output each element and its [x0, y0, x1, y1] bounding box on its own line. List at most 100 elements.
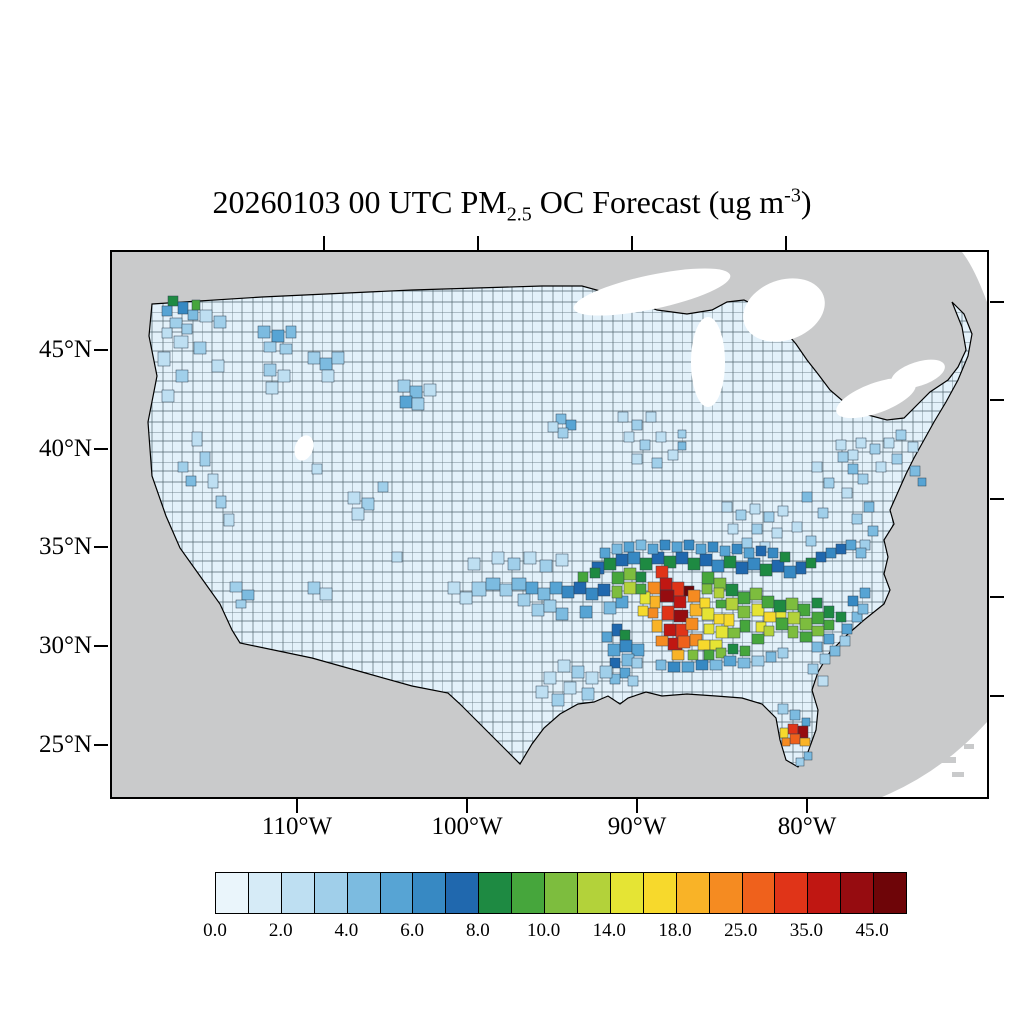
colorbar-segment [545, 873, 578, 913]
title-text-3: ) [800, 184, 812, 220]
colorbar-tick-label: 2.0 [268, 920, 293, 941]
county-cell [215, 495, 227, 509]
county-cell [655, 565, 669, 579]
county-cell [191, 299, 201, 311]
county-cell [841, 623, 853, 635]
colorbar-segment [742, 873, 776, 913]
county-cell [847, 463, 859, 475]
county-cell [635, 571, 647, 583]
county-cell [805, 557, 817, 569]
colorbar-segment [413, 873, 447, 913]
county-cell [655, 659, 667, 671]
county-cell [737, 605, 751, 619]
county-cell [285, 325, 297, 339]
bahamas-islands [940, 744, 974, 777]
county-cell [677, 441, 687, 451]
county-cell [651, 619, 663, 633]
county-cell [895, 429, 907, 441]
lat-tick-left [94, 645, 108, 647]
county-cell [737, 591, 751, 605]
county-cell [307, 581, 321, 595]
lat-tick-right [990, 498, 1004, 500]
county-cell [321, 369, 335, 383]
county-cell [675, 551, 689, 565]
county-cell [499, 583, 513, 597]
colorbar-tick-label: 6.0 [400, 920, 425, 941]
colorbar-segment [610, 873, 644, 913]
county-cell [307, 351, 321, 365]
county-cell [523, 551, 537, 565]
colorbar-segment [709, 873, 743, 913]
county-cell [725, 597, 739, 611]
county-cell [573, 581, 587, 595]
county-cell [539, 559, 553, 573]
great-salt-lake [294, 435, 314, 461]
county-cell [835, 543, 847, 555]
county-cell [177, 461, 189, 473]
county-cell [511, 577, 527, 591]
colorbar-segment [874, 873, 907, 913]
county-cell [619, 629, 631, 641]
county-cell [279, 343, 293, 355]
county-cell [751, 655, 765, 667]
county-cell [779, 727, 789, 739]
county-cell [811, 625, 825, 637]
county-cell [799, 617, 813, 631]
county-cell [781, 737, 791, 747]
lake-superior [573, 268, 731, 316]
county-cell [677, 635, 691, 649]
county-cell [687, 557, 701, 571]
county-cell [635, 539, 647, 551]
county-cell [491, 551, 505, 565]
county-cell [777, 647, 789, 659]
county-cell [563, 681, 577, 695]
county-cell [791, 521, 803, 533]
title-superscript: -3 [784, 184, 801, 207]
county-cell [789, 733, 801, 745]
colorbar-tick-label: 14.0 [592, 920, 626, 941]
county-cell [785, 597, 799, 611]
county-cell [655, 431, 667, 443]
county-cell [715, 599, 727, 609]
lat-axis-label: 25°N [38, 731, 92, 758]
county-cell [609, 657, 621, 669]
county-cell [173, 335, 189, 349]
lat-tick-left [94, 448, 108, 450]
county-cell [739, 619, 751, 633]
county-cell [177, 301, 189, 315]
county-cell [611, 585, 623, 599]
county-cell [551, 693, 565, 707]
lat-axis-label: 35°N [38, 533, 92, 560]
county-cell [271, 329, 285, 343]
county-cell [815, 551, 827, 563]
county-cell [627, 675, 639, 687]
county-cell [555, 553, 569, 567]
county-cell [737, 657, 751, 669]
county-cell [161, 389, 175, 403]
county-cell [851, 611, 863, 623]
county-cell [607, 643, 621, 657]
county-cell [619, 667, 631, 679]
title-text-1: 20260103 00 UTC PM [212, 184, 507, 220]
county-cell [709, 659, 723, 671]
county-cell [795, 757, 805, 767]
county-cell [617, 411, 629, 423]
lake-huron [743, 278, 825, 342]
county-cell [759, 563, 773, 577]
county-cell [811, 597, 823, 609]
lon-tick-top [785, 236, 787, 250]
county-cell [623, 581, 637, 595]
county-cell [213, 315, 227, 329]
colorbar-segment [577, 873, 611, 913]
county-cell [637, 605, 649, 617]
county-cell [721, 501, 733, 513]
county-cell [829, 645, 841, 657]
lon-axis-label: 90°W [607, 813, 667, 840]
county-cell [845, 539, 857, 551]
county-cell [787, 723, 799, 735]
county-cell [623, 567, 637, 581]
county-cell [773, 599, 787, 613]
county-cell [411, 397, 425, 411]
county-cell [859, 587, 871, 599]
county-cell [319, 357, 333, 371]
